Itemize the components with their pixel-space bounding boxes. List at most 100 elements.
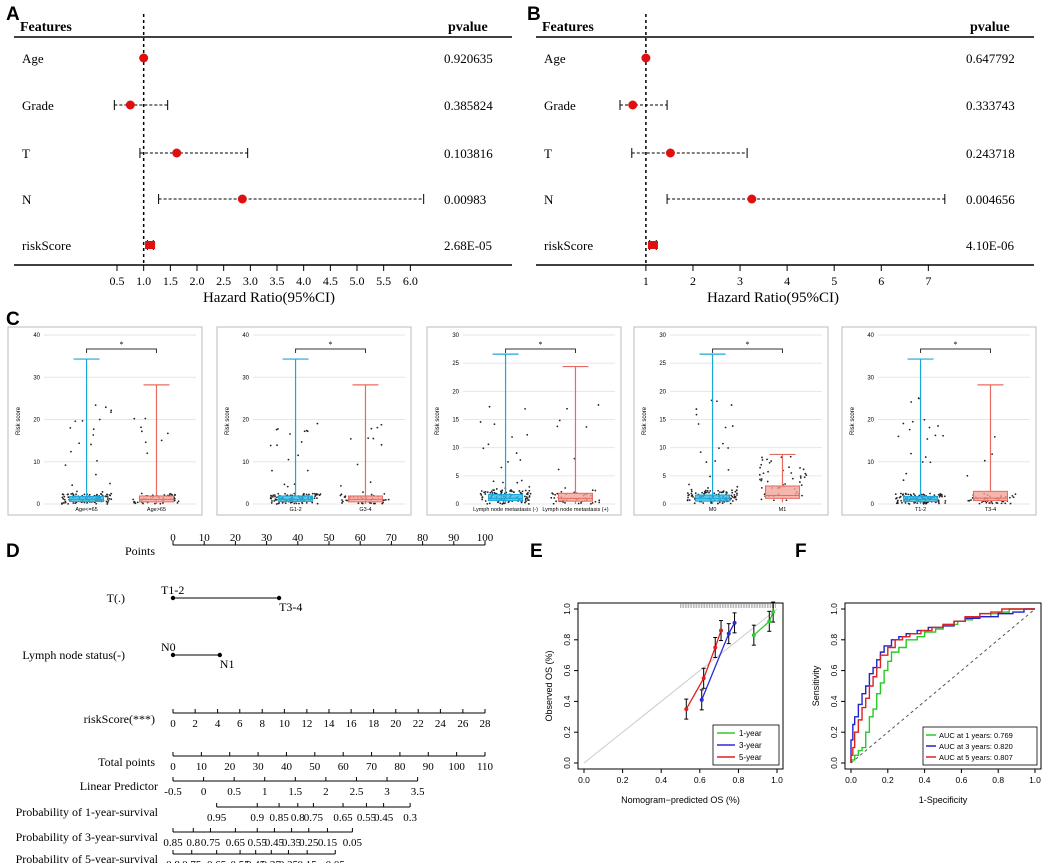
boxplot-point	[708, 491, 710, 494]
boxplot-point	[528, 485, 531, 488]
boxplot-point	[483, 491, 485, 494]
boxplot-point	[269, 497, 272, 499]
forest-x-tick-label: 2	[690, 274, 696, 288]
boxplot-point	[283, 483, 286, 486]
boxplot-point	[520, 479, 523, 482]
forest-x-tick-label: 7	[925, 274, 931, 288]
boxplot-point	[907, 493, 910, 496]
boxplot-point	[269, 444, 272, 447]
boxplot-point	[284, 492, 286, 495]
x-axis-label: 1-Specificity	[919, 795, 968, 805]
nomogram-tick-label: 0.35	[262, 859, 282, 863]
boxplot-y-tick-label: 20	[867, 418, 874, 424]
boxplot-point	[132, 498, 135, 501]
boxplot-point	[524, 498, 527, 501]
boxplot-point	[110, 411, 112, 414]
boxplot-point	[709, 475, 711, 478]
forest-x-tick-label: 4.5	[323, 274, 338, 288]
x-tick-label: 0.8	[992, 775, 1004, 785]
boxplot-point	[370, 502, 372, 505]
boxplot-point	[376, 426, 379, 429]
boxplot-box	[557, 492, 593, 502]
boxplot-y-tick-label: 15	[659, 418, 666, 424]
forest-plot-B: Features pvalue Age 0.647792 Grade 0.333743 T 0…	[536, 14, 1034, 306]
boxplot-point	[76, 490, 78, 493]
boxplot-point	[493, 423, 496, 426]
boxplot-point	[500, 492, 503, 495]
y-tick-label: 1.0	[829, 603, 839, 615]
boxplot-point	[529, 492, 532, 495]
boxplot-point	[718, 447, 720, 450]
boxplot-point	[316, 497, 318, 500]
nomogram-tick-label: 0.15	[298, 859, 318, 863]
nomogram-tick-label: 20	[390, 718, 402, 730]
boxplot-point	[733, 495, 736, 498]
nomogram-level-point	[276, 595, 282, 601]
x-tick-label: 0.4	[919, 775, 931, 785]
panel-letter-A: A	[6, 4, 20, 25]
boxplot-point	[277, 502, 280, 505]
boxplot-point	[90, 443, 92, 446]
y-tick-label: 0.6	[829, 664, 839, 676]
boxplot-point	[762, 472, 765, 475]
boxplot-point	[370, 427, 373, 430]
boxplot-sig-bracket	[712, 348, 783, 353]
forest-header-pvalue: pvalue	[970, 20, 1010, 35]
boxplot-y-tick-label: 40	[33, 333, 40, 339]
boxplot-point	[686, 499, 689, 502]
boxplot-point	[993, 435, 996, 438]
boxplot-sig-bracket	[505, 348, 576, 353]
boxplot-point	[910, 452, 912, 455]
boxplot-y-tick-label: 15	[452, 418, 459, 424]
nomogram-tick-label: 20	[224, 761, 236, 773]
boxplot-point	[67, 502, 70, 505]
x-tick-label: 1.0	[1029, 775, 1041, 785]
boxplot-point	[106, 493, 109, 496]
series-point	[684, 707, 689, 712]
legend-entry: 5-year	[739, 753, 762, 762]
boxplot-point	[768, 461, 771, 464]
boxplot-point	[701, 491, 704, 494]
boxplot-point	[302, 492, 305, 495]
boxplot-point	[344, 495, 347, 498]
boxplot-point	[275, 428, 278, 431]
boxplot-y-tick-label: 25	[452, 361, 459, 367]
boxplot-point	[716, 400, 718, 403]
boxplot-point	[937, 501, 940, 503]
diagonal-reference	[850, 608, 1036, 764]
roc-curve	[850, 608, 1035, 763]
boxplot-group-label: T1-2	[915, 507, 926, 513]
legend-entry: AUC at 3 years: 0.820	[939, 742, 1013, 751]
boxplot-point	[714, 460, 717, 462]
boxplot-point	[921, 461, 924, 463]
series-point	[726, 631, 731, 636]
nomogram-tick-label: 60	[338, 761, 350, 773]
boxplot-point	[305, 493, 308, 496]
boxplot-point	[790, 472, 793, 474]
boxplot-point	[276, 496, 278, 499]
boxplot-box	[764, 485, 800, 499]
nomogram-row-label: T(.)	[107, 591, 125, 605]
boxplot-point	[319, 493, 322, 496]
boxplot-point	[901, 501, 903, 504]
boxplot-point	[970, 499, 972, 501]
boxplot-point	[928, 426, 931, 429]
boxplot-point	[270, 502, 273, 504]
nomogram-tick-label: 0.8	[291, 812, 305, 824]
boxplot-point	[760, 498, 763, 501]
boxplot-point	[524, 489, 527, 492]
nomogram-tick-label: 50	[324, 532, 336, 544]
boxplot-point	[939, 492, 942, 495]
boxplot-y-label: Risk score	[16, 406, 22, 435]
nomogram-tick-label: 80	[417, 532, 429, 544]
forest-feature-label: T	[22, 146, 30, 161]
boxplot-point	[516, 481, 519, 484]
nomogram-level-point	[170, 595, 176, 601]
boxplot-point	[760, 479, 763, 482]
boxplot-point	[901, 493, 904, 496]
boxplot-point	[594, 489, 597, 492]
boxplot-point	[719, 491, 721, 494]
boxplot-point	[74, 502, 77, 505]
boxplot-point	[501, 503, 504, 505]
boxplot-point	[110, 492, 113, 495]
